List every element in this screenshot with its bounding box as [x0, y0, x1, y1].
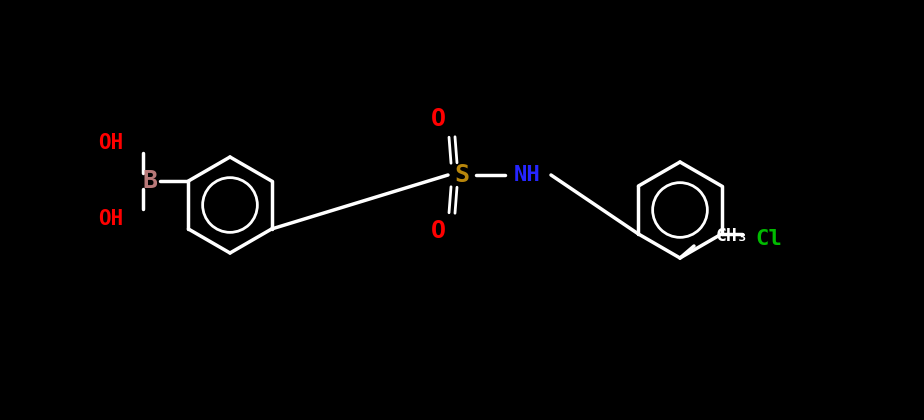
Text: O: O [431, 107, 445, 131]
Text: OH: OH [98, 133, 124, 153]
Text: B: B [143, 169, 158, 193]
Text: NH: NH [514, 165, 541, 185]
Text: Cl: Cl [755, 229, 782, 249]
Text: S: S [455, 163, 469, 187]
Text: OH: OH [98, 209, 124, 229]
Text: CH₃: CH₃ [716, 227, 748, 245]
Text: O: O [431, 219, 445, 243]
